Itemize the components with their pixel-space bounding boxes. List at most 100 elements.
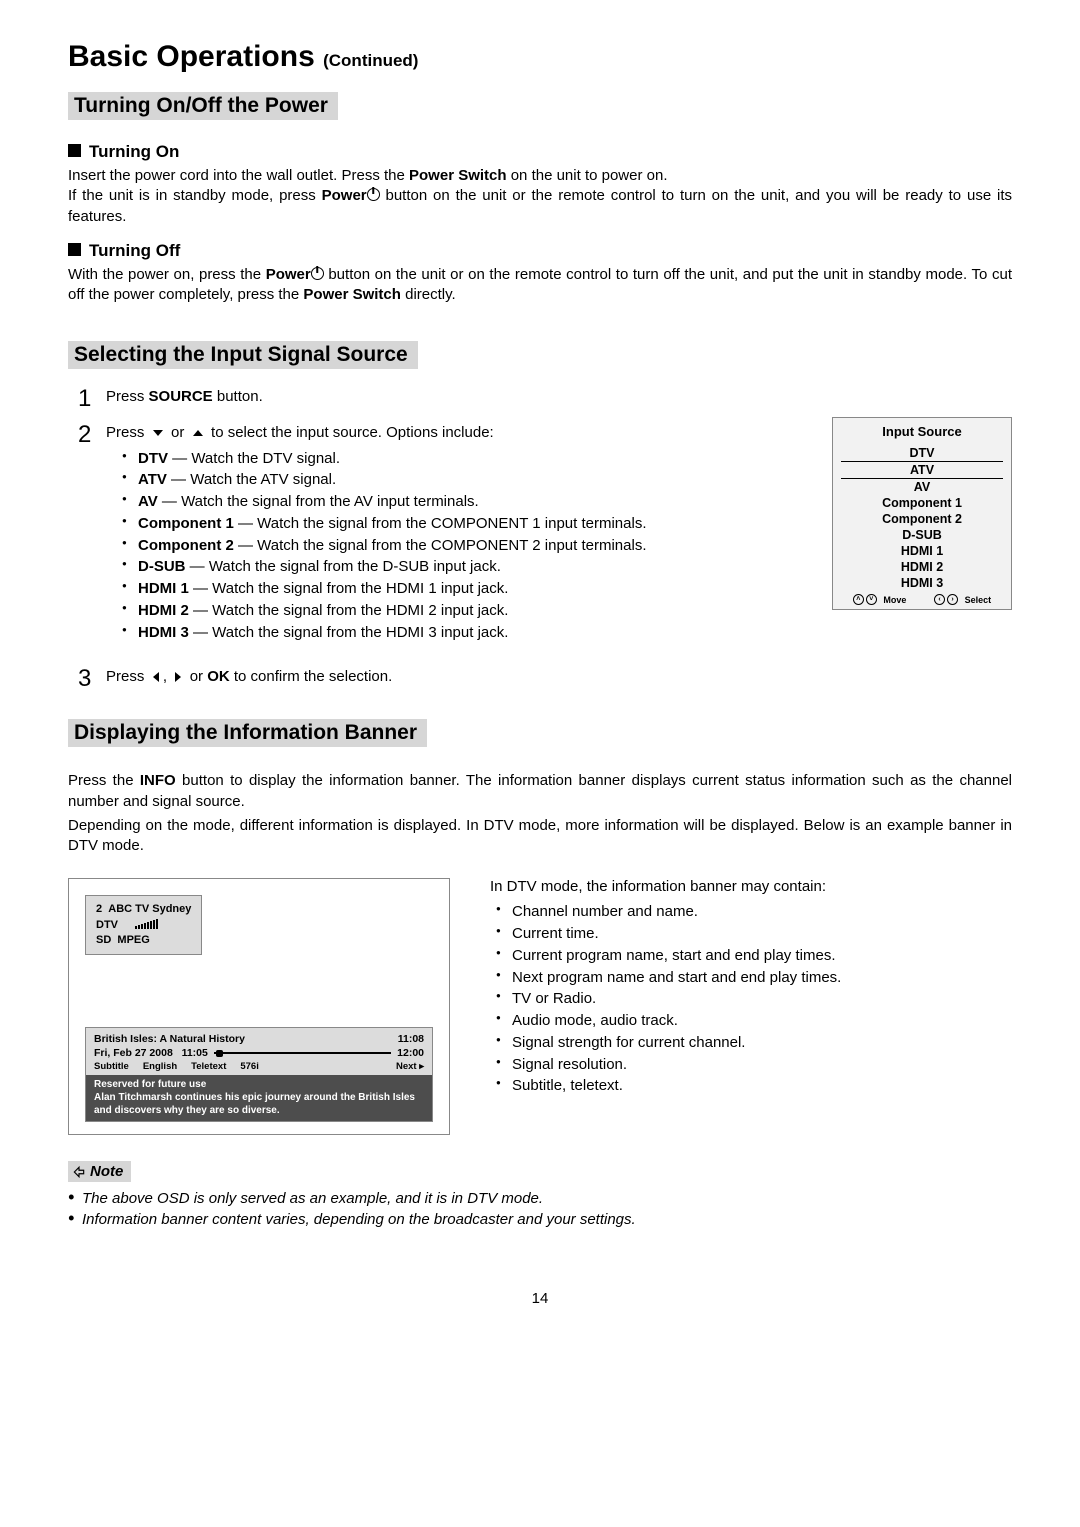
t: — Watch the signal from the D-SUB input … (186, 558, 501, 575)
t: DTV (96, 919, 118, 931)
list-item: Channel number and name. (496, 901, 1012, 923)
list-item: Audio mode, audio track. (496, 1010, 1012, 1032)
subhead-on-text: Turning On (89, 142, 179, 161)
t: ATV (138, 471, 167, 488)
osd-item: D-SUB (833, 527, 1011, 543)
osd-item: DTV (833, 445, 1011, 461)
banner-bottom: British Isles: A Natural History 11:08 F… (85, 1027, 433, 1122)
step-body: Press SOURCE button. (106, 387, 1012, 407)
step-2-row: 2 Press or to select the input source. O… (68, 417, 1012, 653)
t: — Watch the signal from the HDMI 3 input… (189, 624, 509, 641)
list-item: HDMI 1 — Watch the signal from the HDMI … (122, 578, 822, 600)
signal-bars-icon (135, 919, 158, 929)
t: 11:05 (182, 1047, 208, 1059)
t: OK (207, 668, 230, 685)
t: Component 2 (138, 537, 234, 554)
t: — Watch the signal from the COMPONENT 1 … (234, 515, 647, 532)
list-item: The above OSD is only served as an examp… (68, 1188, 1012, 1209)
page-number: 14 (68, 1290, 1012, 1307)
t: Power Switch (303, 286, 401, 303)
section-heading-power: Turning On/Off the Power (68, 92, 338, 120)
t: Teletext (191, 1061, 226, 1072)
list-item: Current program name, start and end play… (496, 945, 1012, 967)
list-item: DTV — Watch the DTV signal. (122, 448, 822, 470)
osd-item: AV (833, 479, 1011, 495)
list-item: HDMI 3 — Watch the signal from the HDMI … (122, 622, 822, 644)
down-arrow-icon (153, 430, 163, 436)
note-tag: Note (68, 1161, 131, 1182)
source-options-list: DTV — Watch the DTV signal. ATV — Watch … (122, 448, 822, 644)
section-heading-info: Displaying the Information Banner (68, 719, 427, 747)
list-item: TV or Radio. (496, 988, 1012, 1010)
list-item: Signal strength for current channel. (496, 1032, 1012, 1054)
list-intro: In DTV mode, the information banner may … (490, 878, 1012, 895)
subhead-turning-off: Turning Off (68, 241, 1012, 261)
down-circle-icon: ˅ (866, 594, 877, 605)
right-circle-icon: › (947, 594, 958, 605)
t: Power (266, 266, 311, 283)
osd-title: Input Source (833, 418, 1011, 445)
square-bullet-icon (68, 243, 81, 256)
t: — Watch the DTV signal. (168, 450, 340, 467)
t: — Watch the signal from the AV input ter… (158, 493, 479, 510)
power-icon (311, 267, 324, 280)
t: button to display the information banner… (68, 772, 1012, 809)
t: Insert the power cord into the wall outl… (68, 167, 409, 184)
t: — Watch the ATV signal. (167, 471, 336, 488)
list-item: Information banner content varies, depen… (68, 1209, 1012, 1230)
t: British Isles: A Natural History (94, 1033, 245, 1045)
subhead-off-text: Turning Off (89, 241, 180, 260)
osd-item: Component 2 (833, 511, 1011, 527)
square-bullet-icon (68, 144, 81, 157)
osd-item-selected: ATV (841, 461, 1003, 479)
t: 11:08 (398, 1033, 424, 1045)
t: 12:00 (397, 1047, 424, 1059)
list-item: Next program name and start and end play… (496, 967, 1012, 989)
t: If the unit is in standby mode, press (68, 187, 322, 204)
note-label: Note (90, 1163, 123, 1180)
note-region: Note The above OSD is only served as an … (68, 1161, 1012, 1230)
banner-top: 2 ABC TV Sydney DTV SD MPEG (85, 895, 202, 955)
hand-point-icon (72, 1165, 86, 1179)
up-arrow-icon (193, 430, 203, 436)
t: Power Switch (409, 167, 507, 184)
list-item: Current time. (496, 923, 1012, 945)
t: DTV (138, 450, 168, 467)
t: Next ▸ (396, 1061, 424, 1072)
t: 576i (240, 1061, 259, 1072)
t: Reserved for future use (94, 1079, 206, 1090)
t: HDMI 3 (138, 624, 189, 641)
para-on: Insert the power cord into the wall outl… (68, 166, 1012, 227)
osd-move-hint: ˄˅ Move (853, 594, 907, 605)
note-list: The above OSD is only served as an examp… (68, 1188, 1012, 1230)
t: to confirm the selection. (230, 668, 393, 685)
para-info-1: Press the INFO button to display the inf… (68, 771, 1012, 812)
t: With the power on, press the (68, 266, 266, 283)
t: Select (965, 595, 992, 605)
list-item: Subtitle, teletext. (496, 1075, 1012, 1097)
list-item: Signal resolution. (496, 1054, 1012, 1076)
t: directly. (401, 286, 456, 303)
t: 2 (96, 903, 102, 915)
banner-dark: Reserved for future use Alan Titchmarsh … (86, 1075, 432, 1121)
osd-item: Component 1 (833, 495, 1011, 511)
right-arrow-icon (175, 672, 181, 682)
subhead-turning-on: Turning On (68, 142, 1012, 162)
banner-prog-row: British Isles: A Natural History 11:08 (94, 1033, 424, 1045)
left-arrow-icon (153, 672, 159, 682)
t: Alan Titchmarsh continues his epic journ… (94, 1092, 415, 1116)
para-info-2: Depending on the mode, different informa… (68, 816, 1012, 857)
t: — Watch the signal from the HDMI 1 input… (189, 580, 509, 597)
banner-row: 2 ABC TV Sydney DTV SD MPEG British Isle… (68, 878, 1012, 1135)
t: SOURCE (149, 388, 213, 405)
list-item: ATV — Watch the ATV signal. (122, 469, 822, 491)
page: Basic Operations (Continued) Turning On/… (0, 0, 1080, 1347)
step-1: 1 Press SOURCE button. (78, 387, 1012, 411)
input-source-osd: Input Source DTV ATV AV Component 1 Comp… (832, 417, 1012, 610)
t: Component 1 (138, 515, 234, 532)
banner-info-list: In DTV mode, the information banner may … (490, 878, 1012, 1101)
info-items-list: Channel number and name. Current time. C… (496, 901, 1012, 1097)
list-item: Component 1 — Watch the signal from the … (122, 513, 822, 535)
list-item: D-SUB — Watch the signal from the D-SUB … (122, 556, 822, 578)
t: HDMI 2 (138, 602, 189, 619)
